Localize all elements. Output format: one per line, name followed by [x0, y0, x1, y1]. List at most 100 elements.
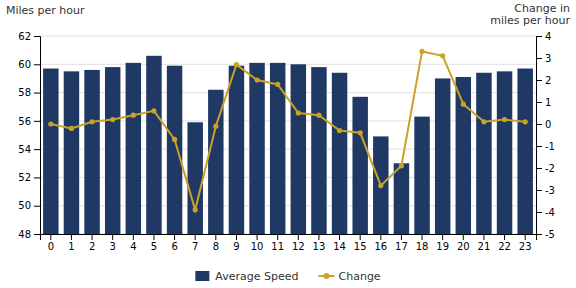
marker — [337, 128, 342, 133]
tick-mark — [34, 36, 40, 37]
bar — [497, 71, 512, 234]
tick: 1 — [68, 234, 74, 252]
tick-mark — [298, 234, 299, 240]
bar — [187, 122, 202, 234]
bar — [373, 136, 388, 234]
tick-label: 60 — [18, 59, 31, 70]
tick: 22 — [498, 234, 511, 252]
tick-mark — [380, 234, 381, 240]
tick-mark — [34, 177, 40, 178]
tick-label: 22 — [498, 241, 511, 252]
tick-label: 23 — [519, 241, 532, 252]
bar — [435, 78, 450, 234]
axis-line — [34, 37, 41, 235]
tick-label: 21 — [478, 241, 491, 252]
tick-label: 1 — [68, 241, 74, 252]
tick-label: 4 — [130, 241, 136, 252]
tick: 50 — [18, 200, 40, 211]
tick-label: 18 — [416, 241, 429, 252]
tick: 0 — [536, 119, 551, 130]
tick-mark — [318, 234, 319, 240]
tick-mark — [236, 234, 237, 240]
tick: 4 — [130, 234, 136, 252]
tick-label: 3 — [110, 241, 116, 252]
tick-label: 19 — [436, 241, 449, 252]
tick-mark — [34, 234, 40, 235]
tick-mark — [536, 58, 542, 59]
marker — [110, 117, 115, 122]
tick-label: 3 — [545, 53, 551, 64]
tick: 13 — [313, 234, 326, 252]
marker — [316, 113, 321, 118]
tick: 56 — [18, 116, 40, 127]
bar — [249, 63, 264, 234]
grid-line — [40, 36, 536, 37]
tick-mark — [34, 206, 40, 207]
tick: 2 — [89, 234, 95, 252]
tick-label: 2 — [89, 241, 95, 252]
tick-mark — [277, 234, 278, 240]
tick: 10 — [251, 234, 264, 252]
line-series — [48, 49, 528, 213]
marker — [131, 113, 136, 118]
marker — [193, 207, 198, 212]
bar — [84, 70, 99, 234]
bar — [146, 56, 161, 234]
bar — [517, 69, 532, 234]
marker — [378, 183, 383, 188]
tick: 6 — [171, 234, 177, 252]
axis-line — [537, 37, 543, 235]
tick-label: 2 — [545, 75, 551, 86]
tick-mark — [536, 80, 542, 81]
marker — [275, 82, 280, 87]
legend-marker — [324, 273, 330, 279]
tick-mark — [536, 146, 542, 147]
tick: 20 — [457, 234, 470, 252]
legend-swatch — [195, 271, 209, 281]
marker — [234, 62, 239, 67]
marker — [440, 53, 445, 58]
tick-label: 54 — [18, 144, 31, 155]
tick-label: 15 — [354, 241, 367, 252]
tick: 19 — [436, 234, 449, 252]
tick: 12 — [292, 234, 305, 252]
tick: 17 — [395, 234, 408, 252]
tick: 52 — [18, 172, 40, 183]
x-axis: 01234567891011121314151617181920212223 — [41, 234, 537, 252]
marker — [481, 119, 486, 124]
tick-mark — [536, 102, 542, 103]
tick: 9 — [233, 234, 239, 252]
tick-mark — [360, 234, 361, 240]
marker — [358, 130, 363, 135]
tick-mark — [536, 234, 542, 235]
marker — [69, 126, 74, 131]
tick-label: 10 — [251, 241, 264, 252]
tick: 23 — [519, 234, 532, 252]
tick-label: 13 — [313, 241, 326, 252]
marker — [419, 49, 424, 54]
tick: 2 — [536, 75, 551, 86]
marker — [254, 77, 259, 82]
tick-mark — [463, 234, 464, 240]
tick: 18 — [416, 234, 429, 252]
marker — [48, 121, 53, 126]
y-axis-title: Miles per hour — [6, 4, 85, 17]
marker — [502, 117, 507, 122]
tick-label: 62 — [18, 31, 31, 42]
tick: -5 — [536, 229, 555, 240]
tick: 15 — [354, 234, 367, 252]
tick-label: -2 — [545, 163, 555, 174]
tick-label: -1 — [545, 141, 555, 152]
line — [51, 51, 525, 209]
bars — [43, 56, 533, 234]
tick-label: 9 — [233, 241, 239, 252]
bar — [476, 73, 491, 234]
tick-mark — [112, 234, 113, 240]
tick-mark — [133, 234, 134, 240]
tick: -1 — [536, 141, 555, 152]
tick-label: 5 — [151, 241, 157, 252]
tick-mark — [525, 234, 526, 240]
tick-mark — [536, 212, 542, 213]
tick: -2 — [536, 163, 555, 174]
bar — [229, 66, 244, 234]
